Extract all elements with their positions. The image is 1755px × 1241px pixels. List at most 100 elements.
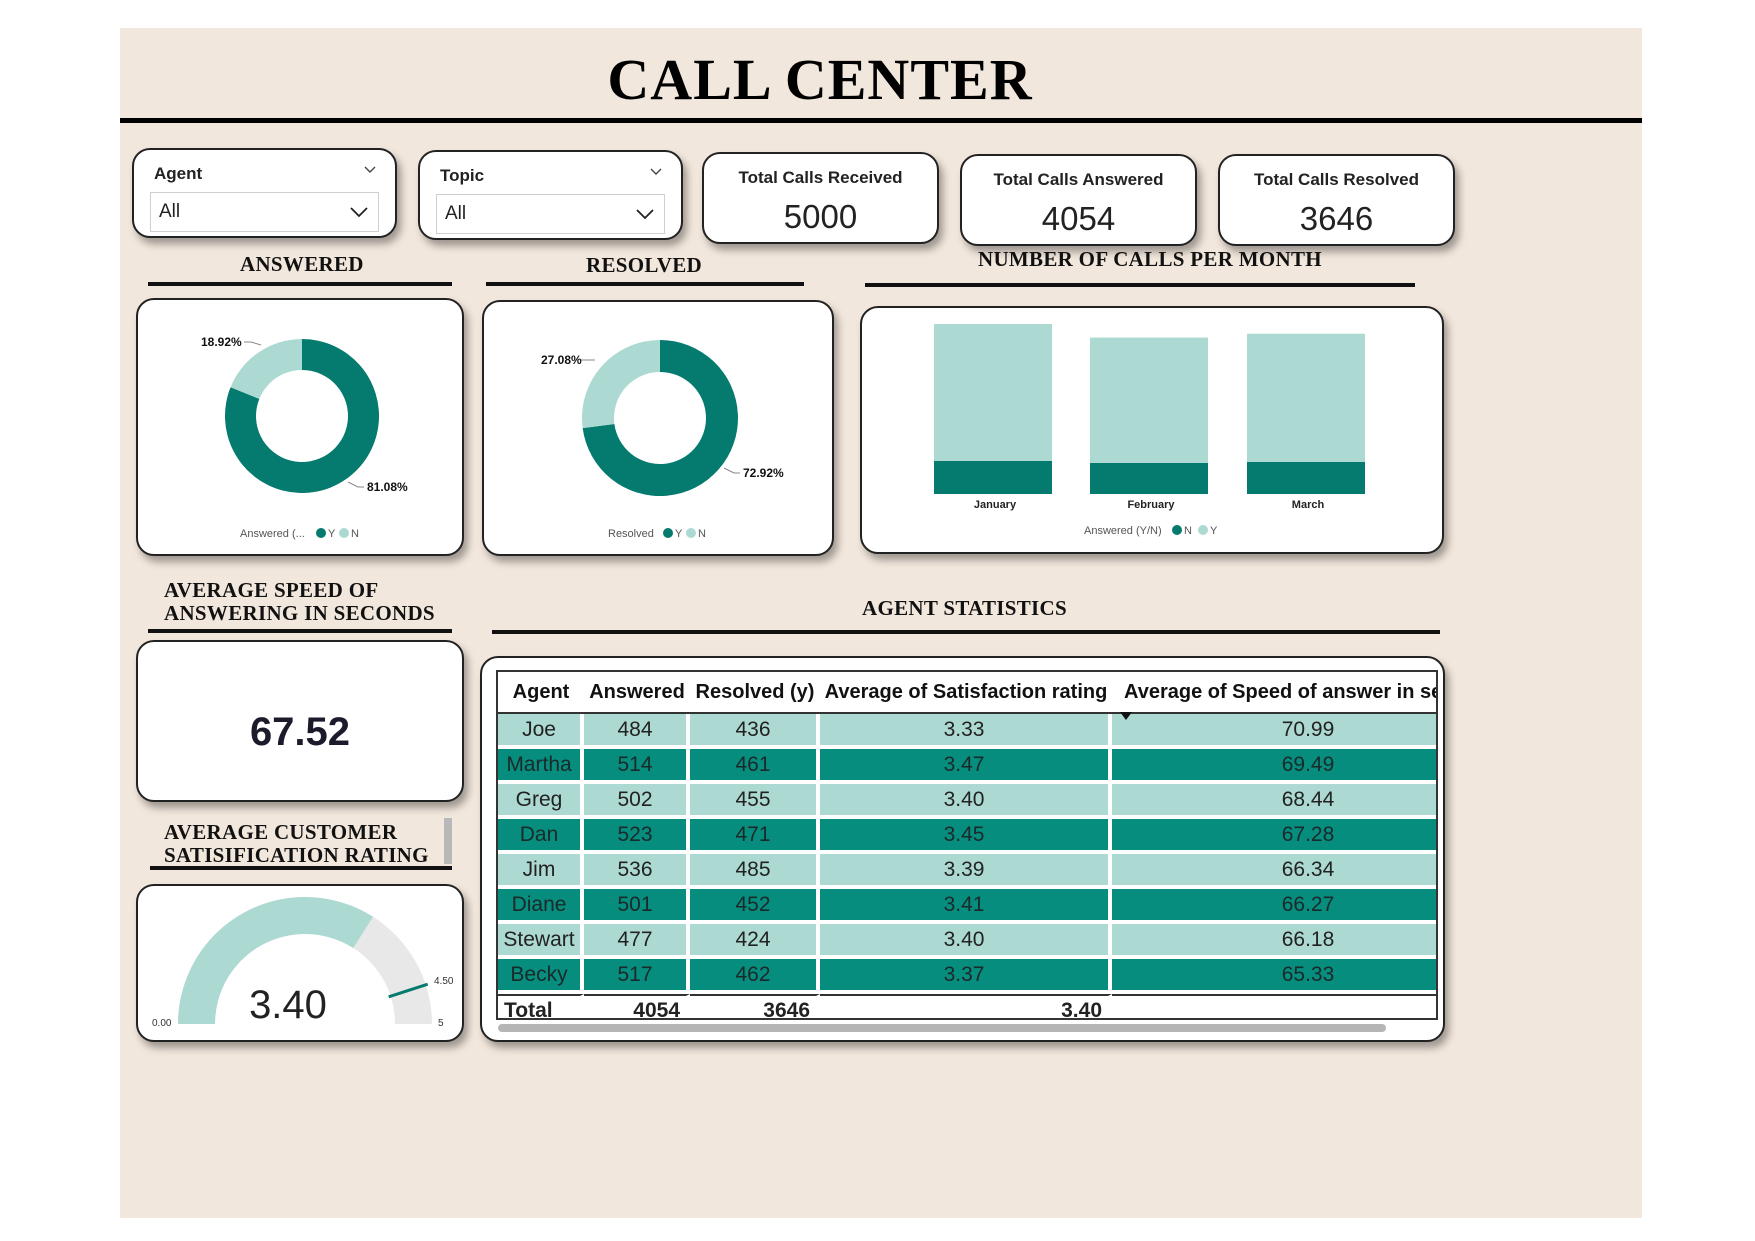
row-answered-cell: 517: [584, 959, 690, 994]
answered-donut-chart: 18.92% 81.08% Answered (... Y N: [201, 335, 408, 540]
table-row[interactable]: Martha 514 461 3.47 69.49: [498, 749, 1436, 784]
agent-dropdown[interactable]: All: [150, 192, 379, 232]
legend-title: Answered (Y/N): [1084, 525, 1162, 537]
legend-marker-y: [1198, 525, 1208, 535]
row-answered-cell: 477: [584, 924, 690, 959]
gauge-max-label: 5: [438, 1018, 444, 1029]
section-divider: [150, 866, 452, 870]
table-row[interactable]: Becky 517 462 3.37 65.33: [498, 959, 1436, 994]
row-agent-cell: Greg: [498, 784, 584, 819]
answered-chart-card: 18.92% 81.08% Answered (... Y N: [136, 298, 464, 556]
gauge-target-label: 4.50: [434, 976, 454, 987]
row-answered-cell: 514: [584, 749, 690, 784]
table-row[interactable]: Joe 484 436 3.33 70.99: [498, 714, 1436, 749]
topic-dropdown[interactable]: All: [436, 194, 665, 234]
legend-marker-n: [1172, 525, 1182, 535]
legend-marker-y: [663, 528, 673, 538]
chevron-down-icon[interactable]: [649, 164, 663, 178]
chevron-down-icon[interactable]: [348, 201, 370, 223]
total-speed-cell: 67.52: [1112, 994, 1436, 1018]
section-title-calls-per-month: NUMBER OF CALLS PER MONTH: [978, 247, 1322, 271]
bar-segment-n[interactable]: [1247, 461, 1365, 494]
row-speed-cell: 66.27: [1112, 889, 1436, 924]
section-divider: [148, 282, 452, 286]
legend-title: Resolved: [608, 528, 654, 540]
legend-item-y[interactable]: Y: [675, 528, 683, 540]
legend-item-n[interactable]: N: [351, 528, 359, 540]
calls-per-month-card: January February March Answered (Y/N) N Y: [860, 306, 1444, 554]
section-divider: [492, 630, 1440, 634]
row-satisfaction-cell: 3.47: [820, 749, 1112, 784]
topic-slicer-label: Topic: [440, 166, 485, 185]
agent-slicer[interactable]: Agent All: [132, 148, 397, 238]
kpi-label: Total Calls Received: [738, 168, 903, 187]
legend-marker-n: [339, 528, 349, 538]
sort-descending-icon[interactable]: [1120, 712, 1132, 720]
donut-slice-y[interactable]: [225, 339, 380, 494]
resolved-chart-card: 27.08% 72.92% Resolved Y N: [482, 300, 834, 556]
avg-speed-card: 67.52: [136, 640, 464, 802]
row-agent-cell: Martha: [498, 749, 584, 784]
row-answered-cell: 523: [584, 819, 690, 854]
row-resolved-cell: 452: [690, 889, 820, 924]
legend-marker-y: [316, 528, 326, 538]
page-title: CALL CENTER: [607, 47, 1033, 112]
column-header-resolved[interactable]: Resolved (y): [690, 672, 820, 714]
table-row[interactable]: Dan 523 471 3.45 67.28: [498, 819, 1436, 854]
legend-item-y[interactable]: Y: [328, 528, 336, 540]
chevron-down-icon[interactable]: [634, 203, 656, 225]
legend-item-y[interactable]: Y: [1210, 525, 1218, 537]
topic-slicer[interactable]: Topic All: [418, 150, 683, 240]
column-header-answered[interactable]: Answered: [584, 672, 690, 714]
scrollbar-stub: [444, 818, 452, 864]
donut-slice-y[interactable]: [582, 340, 738, 496]
table-row[interactable]: Stewart 477 424 3.40 66.18: [498, 924, 1436, 959]
bar-segment-y[interactable]: [934, 324, 1052, 461]
resolved-donut-chart: 27.08% 72.92% Resolved Y N: [541, 340, 784, 540]
leader-line: [244, 341, 262, 346]
total-answered-cell: 4054: [584, 994, 690, 1018]
column-header-satisfaction[interactable]: Average of Satisfaction rating: [820, 672, 1112, 714]
resolved-donut[interactable]: [582, 340, 738, 496]
horizontal-scrollbar[interactable]: [498, 1024, 1386, 1032]
section-divider: [865, 283, 1415, 287]
satisfaction-gauge-chart: 3.40 0.00 4.50 5: [152, 897, 454, 1029]
x-tick-label: January: [974, 499, 1017, 511]
row-speed-cell: 68.44: [1112, 784, 1436, 819]
legend-item-n[interactable]: N: [1184, 525, 1192, 537]
x-tick-label: February: [1127, 499, 1175, 511]
chevron-down-icon[interactable]: [363, 162, 377, 176]
row-satisfaction-cell: 3.39: [820, 854, 1112, 889]
section-title-answered: ANSWERED: [240, 252, 364, 276]
row-satisfaction-cell: 3.37: [820, 959, 1112, 994]
row-speed-cell: 65.33: [1112, 959, 1436, 994]
x-tick-label: March: [1292, 499, 1325, 511]
bar-segment-n[interactable]: [1090, 462, 1208, 494]
bar-segment-n[interactable]: [934, 460, 1052, 494]
legend-item-n[interactable]: N: [698, 528, 706, 540]
donut-slice-n[interactable]: [582, 340, 660, 429]
donut-slice-n[interactable]: [230, 339, 302, 399]
row-speed-cell: 70.99: [1112, 714, 1436, 749]
column-header-speed[interactable]: Average of Speed of answer in sec: [1112, 672, 1436, 714]
answered-donut[interactable]: [225, 339, 380, 494]
kpi-total-received: Total Calls Received 5000: [702, 152, 939, 244]
section-title-resolved: RESOLVED: [586, 253, 703, 277]
column-header-agent[interactable]: Agent: [498, 672, 584, 714]
row-agent-cell: Diane: [498, 889, 584, 924]
table-row[interactable]: Diane 501 452 3.41 66.27: [498, 889, 1436, 924]
avg-speed-value: 67.52: [249, 710, 351, 754]
bar-series: January February March: [934, 324, 1365, 511]
row-agent-cell: Becky: [498, 959, 584, 994]
table-row[interactable]: Jim 536 485 3.39 66.34: [498, 854, 1436, 889]
row-resolved-cell: 485: [690, 854, 820, 889]
section-title-satisfaction-1: AVERAGE CUSTOMER: [164, 820, 398, 844]
bar-segment-y[interactable]: [1247, 333, 1365, 462]
row-speed-cell: 66.34: [1112, 854, 1436, 889]
row-resolved-cell: 455: [690, 784, 820, 819]
title-divider: [120, 118, 1642, 123]
table-row[interactable]: Greg 502 455 3.40 68.44: [498, 784, 1436, 819]
agent-stats-card: Agent Answered Resolved (y) Average of S…: [480, 656, 1445, 1042]
bar-segment-y[interactable]: [1090, 337, 1208, 463]
agent-slicer-label: Agent: [154, 164, 203, 183]
